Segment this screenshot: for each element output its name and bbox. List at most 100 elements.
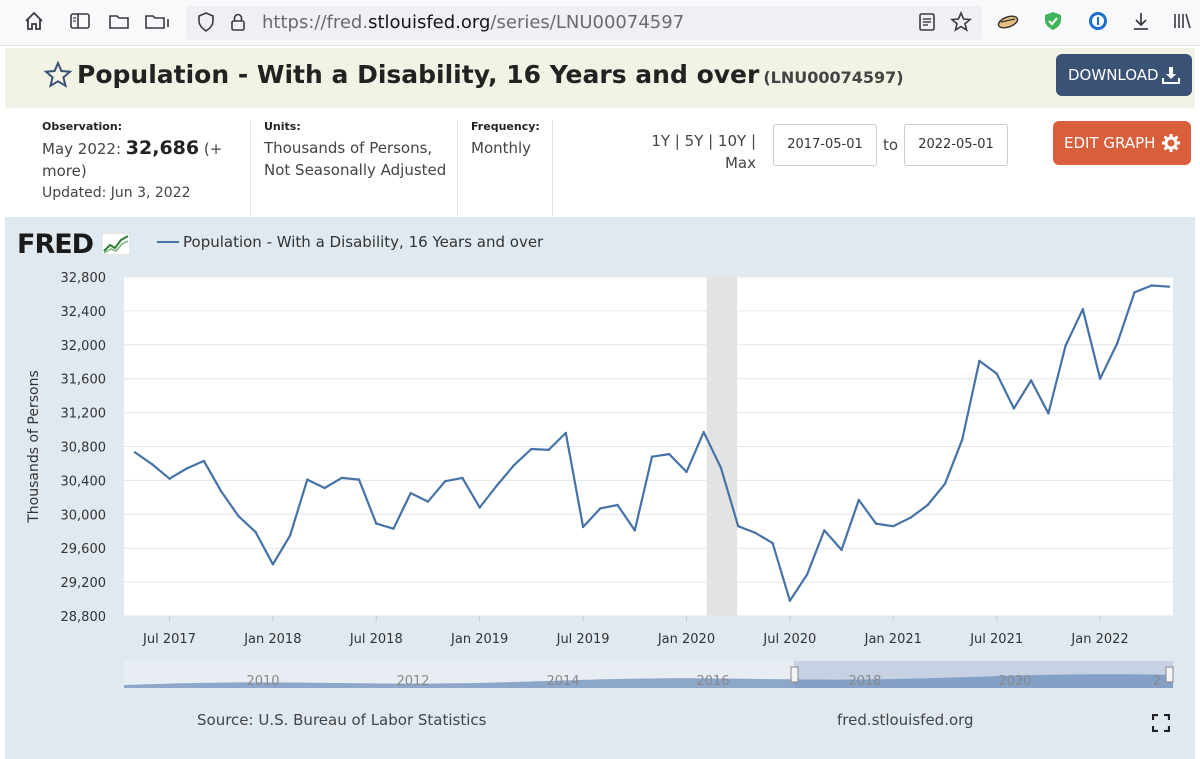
line-chart[interactable]: 28,800 29,200 29,600 30,000 30,400 30,800 31,2…	[5, 217, 1195, 697]
navigator-label: 2020	[998, 674, 1031, 689]
extension-icon[interactable]	[996, 10, 1020, 34]
units-line-2: Not Seasonally Adjusted	[264, 161, 447, 179]
updated-date: Updated: Jun 3, 2022	[42, 185, 191, 201]
fred-logo[interactable]: FRED	[17, 229, 130, 260]
y-tick-label: 32,800	[61, 271, 107, 286]
data-point	[702, 430, 705, 434]
data-point	[478, 506, 481, 509]
navigator-label: 2	[1153, 674, 1161, 689]
data-point	[857, 498, 860, 502]
y-tick-label: 29,200	[61, 576, 107, 591]
observation-more[interactable]: (+ more)	[42, 140, 223, 180]
y-tick-label: 31,600	[61, 373, 107, 388]
units-line-1: Thousands of Persons,	[264, 139, 433, 157]
data-point	[426, 500, 430, 503]
navigator-handle-right	[1165, 666, 1174, 683]
data-point	[771, 541, 774, 545]
shield-icon[interactable]	[194, 11, 218, 35]
x-tick-label: Jul 2018	[349, 632, 403, 647]
frequency-value: Monthly	[471, 139, 532, 157]
end-date-input[interactable]: 2022-05-01	[904, 124, 1008, 166]
legend-swatch	[157, 241, 179, 243]
browser-toolbar: https://fred.stlouisfed.org/series/LNU00…	[0, 0, 1200, 46]
data-point	[357, 478, 361, 481]
edit-graph-button[interactable]: EDIT GRAPH	[1053, 121, 1191, 165]
data-point	[564, 431, 568, 435]
data-point	[323, 486, 326, 490]
navigator-label: 2014	[546, 674, 579, 689]
x-tick-label: Jan 2021	[864, 632, 922, 647]
url-text[interactable]: https://fred.stlouisfed.org/series/LNU00…	[262, 12, 684, 33]
download-arrow-icon[interactable]	[1129, 10, 1153, 34]
x-tick-label: Jul 2019	[556, 632, 610, 647]
series-title-text: Population - With a Disability, 16 Years…	[77, 60, 760, 89]
data-point	[375, 522, 378, 525]
graph-panel: FRED Population - With a Disability, 16 …	[5, 217, 1195, 759]
observation-block: Observation: May 2022: 32,686 (+ more) U…	[42, 120, 242, 204]
meta-divider	[250, 120, 251, 216]
navigator-area	[124, 674, 1173, 688]
home-icon[interactable]	[22, 10, 46, 34]
data-point	[1167, 285, 1171, 288]
data-point	[788, 599, 792, 602]
data-point	[254, 530, 257, 534]
data-point	[1133, 291, 1136, 294]
series-id: (LNU00074597)	[763, 68, 904, 87]
fred-logo-text: FRED	[17, 229, 94, 260]
data-point	[926, 503, 929, 507]
fullscreen-icon[interactable]	[1152, 714, 1170, 732]
y-tick-label: 30,000	[61, 508, 107, 523]
data-point	[1047, 412, 1050, 415]
data-point	[1150, 284, 1153, 287]
series-title-banner: Population - With a Disability, 16 Years…	[5, 48, 1195, 108]
url-bar[interactable]: https://fred.stlouisfed.org/series/LNU00…	[186, 6, 982, 40]
legend-label: Population - With a Disability, 16 Years…	[183, 233, 544, 251]
folder-icon-2[interactable]	[144, 10, 169, 34]
observation-value: 32,686	[125, 137, 200, 159]
data-point	[512, 463, 516, 467]
lock-icon[interactable]	[226, 11, 250, 35]
y-tick-label: 31,200	[61, 407, 107, 422]
data-point	[943, 482, 947, 485]
data-point	[306, 478, 309, 481]
data-point	[616, 503, 619, 507]
data-point	[823, 529, 826, 532]
password-manager-icon[interactable]	[1086, 10, 1110, 34]
x-tick-label: Jan 2020	[657, 632, 715, 647]
observation-value-line: May 2022: 32,686 (+ more)	[42, 137, 242, 182]
y-tick-label: 30,400	[61, 474, 107, 489]
favorite-star-icon[interactable]	[43, 60, 73, 90]
data-point	[1116, 341, 1119, 345]
observation-date: May 2022:	[42, 140, 122, 158]
library-icon[interactable]	[1170, 10, 1194, 34]
x-tick-label: Jul 2020	[762, 632, 816, 647]
gear-icon	[1162, 134, 1180, 152]
data-point	[840, 548, 843, 552]
x-tick-label: Jul 2017	[142, 632, 196, 647]
folder-icon[interactable]	[107, 10, 131, 34]
data-point	[961, 438, 964, 441]
data-point	[133, 451, 137, 454]
data-point	[271, 563, 275, 566]
reader-sidebar-icon[interactable]	[68, 10, 92, 34]
data-point	[581, 525, 585, 529]
x-tick-label: Jan 2019	[450, 632, 508, 647]
data-point	[461, 476, 464, 480]
reader-view-icon[interactable]	[915, 11, 939, 35]
range-links[interactable]: 1Y | 5Y | 10Y | Max	[651, 132, 756, 172]
data-point	[874, 522, 878, 525]
x-tick-label: Jul 2021	[969, 632, 1023, 647]
privacy-shield-icon[interactable]	[1041, 10, 1065, 34]
site-link[interactable]: fred.stlouisfed.org	[837, 711, 974, 729]
download-button[interactable]: DOWNLOAD	[1056, 54, 1192, 96]
fred-logo-graph-icon	[101, 232, 130, 256]
x-tick-label: Jan 2022	[1070, 632, 1128, 647]
data-point	[633, 529, 636, 532]
data-point	[909, 516, 912, 519]
bookmark-star-icon[interactable]	[949, 10, 973, 35]
data-point	[892, 524, 895, 528]
data-point	[202, 459, 206, 463]
start-date-input[interactable]: 2017-05-01	[773, 124, 877, 166]
frequency-block: Frequency: Monthly	[471, 120, 551, 159]
data-point	[668, 452, 671, 456]
